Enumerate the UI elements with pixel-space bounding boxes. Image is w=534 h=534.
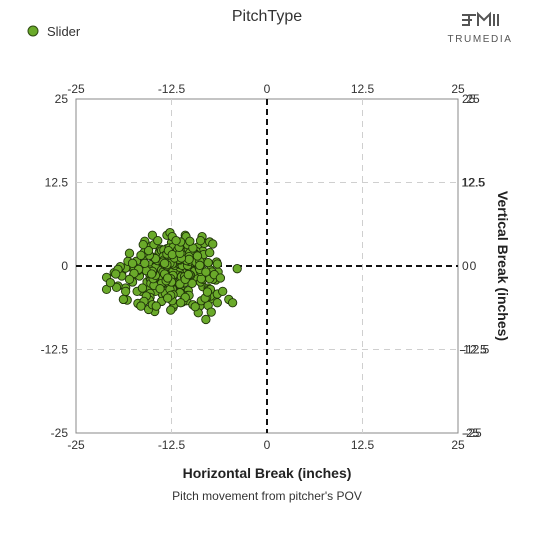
y-tick-label-right-inner: -25 [462, 426, 480, 440]
y-tick-label-right-outer: -25 [464, 426, 482, 440]
x-axis-top-ticks: -25 -12.5 0 12.5 25 [67, 82, 465, 96]
chart-title: PitchType [232, 8, 302, 25]
plot-area [75, 98, 459, 434]
x-tick-label-top: 12.5 [351, 82, 375, 96]
y-tick-label-right-inner: 0 [462, 259, 469, 273]
data-point [138, 239, 148, 250]
data-point [203, 258, 213, 268]
data-point [183, 270, 193, 280]
data-point [202, 287, 213, 297]
y-tick-label-right-inner: 12.5 [462, 176, 486, 190]
x-axis-label: Horizontal Break (inches) [183, 465, 352, 481]
data-point [136, 250, 146, 260]
y-tick-label-right-outer: 0 [470, 259, 477, 273]
x-tick-label-bottom: 12.5 [351, 438, 375, 452]
data-point [146, 269, 157, 279]
x-axis-bottom-ticks: -25 -12.5 0 12.5 25 [67, 438, 465, 452]
data-point [195, 235, 206, 246]
data-point [208, 239, 218, 249]
data-point [136, 301, 146, 311]
scatter-points [101, 227, 242, 325]
x-tick-label-bottom: 25 [451, 438, 465, 452]
y-tick-label-right-outer: 12.5 [461, 176, 485, 190]
y-tick-label-left: -12.5 [41, 343, 69, 357]
data-point [201, 314, 211, 325]
x-tick-label-bottom: -25 [67, 438, 85, 452]
x-tick-label-top: -12.5 [158, 82, 186, 96]
data-point [206, 307, 216, 317]
y-axis-right-outer-ticks: 25 12.5 0 -12.5 -25 [459, 92, 487, 440]
data-point [215, 273, 226, 283]
data-point [190, 302, 200, 312]
data-point [124, 248, 135, 258]
legend-label-slider: Slider [47, 24, 81, 39]
x-tick-label-bottom: -12.5 [158, 438, 186, 452]
data-point [111, 282, 122, 293]
data-point [159, 258, 170, 268]
x-tick-label-top: 0 [264, 82, 271, 96]
x-tick-label-bottom: 0 [264, 438, 271, 452]
legend-marker-slider [27, 25, 39, 37]
data-point [227, 298, 238, 308]
y-tick-label-right-inner: 25 [462, 92, 476, 106]
data-point [205, 247, 215, 258]
data-point [163, 273, 173, 283]
data-point [201, 267, 211, 277]
x-tick-label-top: 25 [451, 82, 465, 96]
x-tick-label-top: -25 [67, 82, 85, 96]
data-point [127, 258, 138, 268]
data-point [184, 254, 194, 264]
data-point [153, 235, 163, 246]
y-tick-label-left: 12.5 [45, 176, 69, 190]
data-point [151, 301, 161, 311]
data-point [111, 269, 121, 279]
data-point [195, 260, 205, 270]
y-tick-label-left: 25 [55, 92, 69, 106]
y-axis-left-ticks: 25 12.5 0 -12.5 -25 [41, 92, 69, 440]
data-point [176, 298, 186, 308]
data-point [192, 251, 203, 261]
data-point [124, 274, 135, 285]
y-tick-label-right-outer: 25 [466, 92, 480, 106]
y-tick-label-right-outer: -12.5 [459, 343, 487, 357]
y-axis-right-inner-ticks: 25 12.5 0 -12.5 -25 [462, 92, 490, 440]
data-point [171, 235, 181, 246]
data-point [121, 286, 131, 297]
data-point [155, 284, 165, 294]
y-tick-label-left: -25 [51, 426, 69, 440]
y-axis-label: Vertical Break (inches) [495, 191, 511, 341]
data-point [212, 298, 222, 308]
data-point [118, 294, 129, 305]
data-point [167, 249, 177, 260]
brand-name: TRUMEDIA [447, 34, 512, 45]
y-tick-label-right-inner: -12.5 [462, 343, 490, 357]
data-point [232, 264, 242, 274]
data-point [218, 286, 228, 297]
data-point [140, 258, 150, 268]
data-point [166, 305, 176, 315]
y-tick-label-left: 0 [61, 259, 68, 273]
legend[interactable]: Slider [27, 24, 81, 39]
data-point [105, 278, 116, 288]
data-point [187, 278, 197, 289]
data-point [163, 293, 173, 303]
data-point [185, 236, 195, 246]
data-point [137, 283, 148, 293]
data-point [143, 245, 154, 256]
chart-subtitle: Pitch movement from pitcher's POV [172, 489, 362, 503]
trumedia-logo-icon [462, 11, 499, 26]
data-point [212, 259, 222, 269]
